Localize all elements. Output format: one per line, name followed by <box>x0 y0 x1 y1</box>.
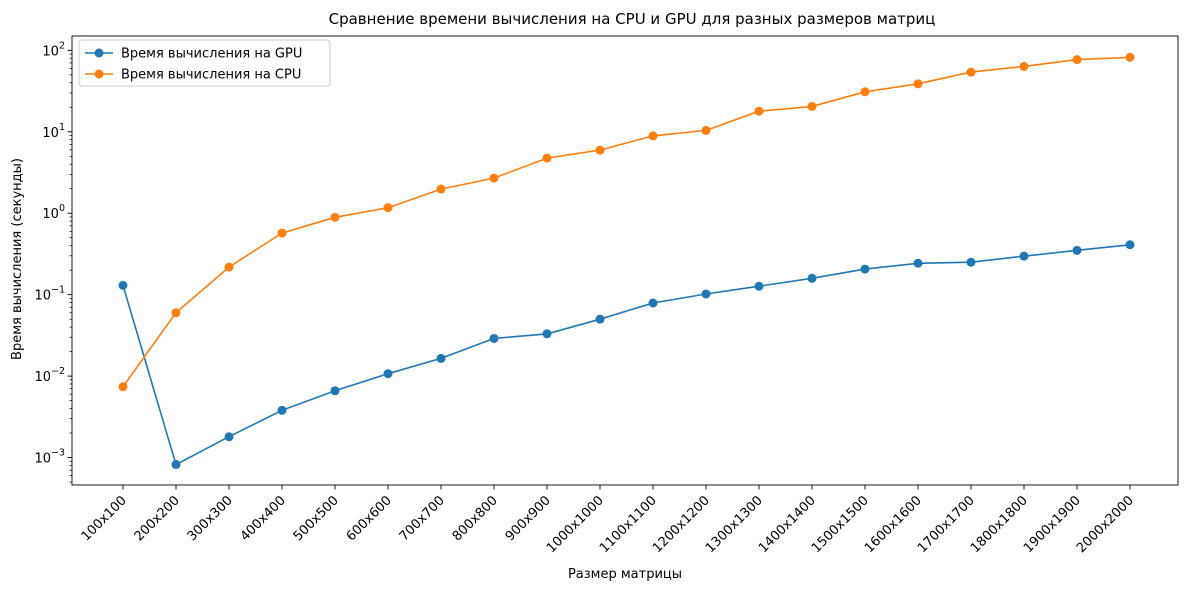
data-point <box>1019 61 1029 71</box>
data-point <box>648 131 658 141</box>
legend-marker <box>94 48 104 58</box>
data-point <box>1019 251 1029 261</box>
data-point <box>224 262 234 272</box>
y-tick-label: 102 <box>42 40 65 59</box>
data-point <box>595 314 605 324</box>
data-point <box>807 273 817 283</box>
data-point <box>913 258 923 268</box>
x-tick-label: 300x300 <box>185 493 236 544</box>
data-point <box>860 264 870 274</box>
data-point <box>701 125 711 135</box>
plot-area <box>71 35 1179 486</box>
data-point <box>224 432 234 442</box>
data-point <box>118 280 128 290</box>
data-point <box>966 67 976 77</box>
legend-marker <box>94 69 104 79</box>
data-point <box>542 329 552 339</box>
legend-box <box>78 39 331 87</box>
x-tick-label: 900x900 <box>503 493 554 544</box>
data-point <box>383 203 393 213</box>
legend-label: Время вычисления на GPU <box>121 47 302 62</box>
y-tick-label: 10−3 <box>34 448 65 467</box>
data-point <box>807 101 817 111</box>
series-line <box>122 56 1131 388</box>
data-point <box>754 281 764 291</box>
data-point <box>860 87 870 97</box>
plot-frame <box>71 35 1179 486</box>
data-point <box>330 386 340 396</box>
y-tick-label: 10−1 <box>34 285 65 304</box>
data-point <box>595 145 605 155</box>
data-point <box>754 106 764 116</box>
data-point <box>171 460 181 470</box>
y-axis-title: Время вычисления (секунды) <box>10 158 25 360</box>
series-gpu <box>118 240 1135 470</box>
data-point <box>383 369 393 379</box>
y-tick-label: 100 <box>42 203 65 222</box>
data-point <box>277 228 287 238</box>
x-tick-label: 2000x2000 <box>1074 493 1137 556</box>
data-point <box>171 308 181 318</box>
data-point <box>1125 52 1135 62</box>
data-point <box>330 212 340 222</box>
data-point <box>1072 55 1082 65</box>
series-layer <box>118 52 1135 470</box>
y-tick-label: 10−2 <box>34 366 65 385</box>
data-point <box>1125 240 1135 250</box>
data-point <box>436 353 446 363</box>
data-point <box>701 289 711 299</box>
x-tick-label: 100x100 <box>79 493 130 544</box>
series-line <box>122 244 1131 466</box>
legend-label: Время вычисления на CPU <box>121 68 301 83</box>
x-tick-label: 200x200 <box>132 493 183 544</box>
x-tick-label: 500x500 <box>291 493 342 544</box>
data-point <box>489 173 499 183</box>
data-point <box>1072 245 1082 255</box>
x-tick-label: 600x600 <box>344 493 395 544</box>
y-tick-label: 101 <box>42 122 65 141</box>
data-point <box>277 405 287 415</box>
series-cpu <box>118 52 1135 392</box>
legend: Время вычисления на GPU Время вычисления … <box>78 39 331 87</box>
data-point <box>489 333 499 343</box>
x-axis: 100x100 200x200 300x300 400x400 500x500 600x6… <box>79 485 1137 556</box>
x-axis-title: Размер матрицы <box>568 567 682 582</box>
chart-title: Сравнение времени вычисления на CPU и GP… <box>329 10 936 28</box>
x-tick-label: 400x400 <box>238 493 289 544</box>
data-point <box>118 382 128 392</box>
data-point <box>966 257 976 267</box>
data-point <box>913 79 923 89</box>
y-axis: 10−3 10−2 10−1 100 101 102 <box>34 40 72 483</box>
x-tick-label: 700x700 <box>397 493 448 544</box>
x-tick-label: 800x800 <box>450 493 501 544</box>
data-point <box>436 184 446 194</box>
data-point <box>648 298 658 308</box>
data-point <box>542 153 552 163</box>
